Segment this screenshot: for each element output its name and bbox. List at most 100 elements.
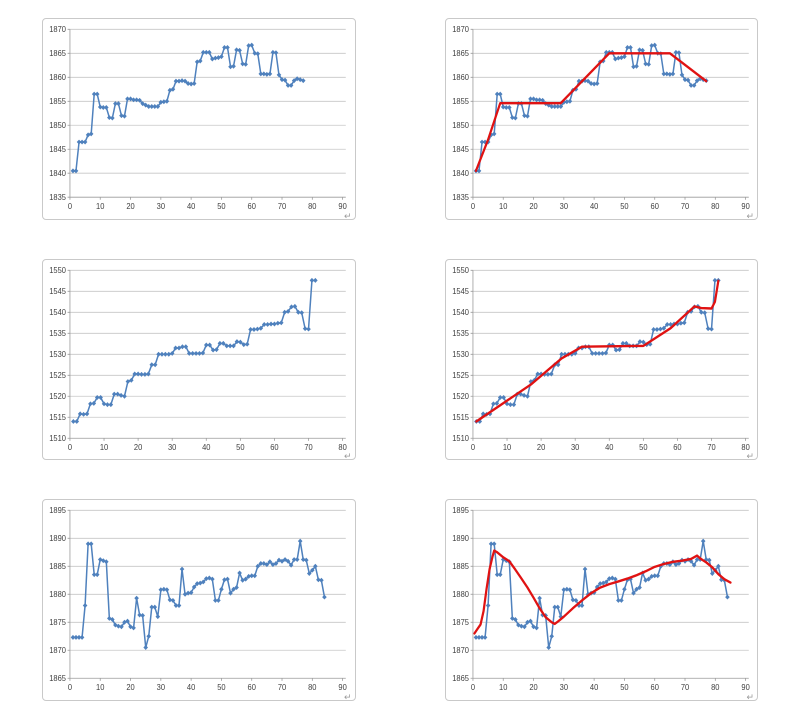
svg-text:1880: 1880 xyxy=(49,590,66,599)
svg-text:80: 80 xyxy=(741,443,750,452)
svg-text:0: 0 xyxy=(470,443,475,452)
svg-text:1895: 1895 xyxy=(49,506,66,515)
svg-text:0: 0 xyxy=(68,443,73,452)
gridlines xyxy=(472,269,749,418)
svg-text:1510: 1510 xyxy=(49,434,66,443)
svg-text:20: 20 xyxy=(134,443,143,452)
trend-line xyxy=(474,279,719,423)
svg-text:1855: 1855 xyxy=(452,97,469,106)
svg-text:60: 60 xyxy=(673,443,682,452)
svg-text:1865: 1865 xyxy=(452,674,469,683)
svg-text:80: 80 xyxy=(711,683,720,692)
svg-text:1535: 1535 xyxy=(49,329,66,338)
trend-line xyxy=(474,52,707,173)
svg-text:80: 80 xyxy=(308,683,317,692)
svg-text:1845: 1845 xyxy=(452,145,469,154)
svg-text:1550: 1550 xyxy=(452,266,469,275)
svg-text:60: 60 xyxy=(650,202,659,211)
svg-text:1840: 1840 xyxy=(452,169,469,178)
svg-text:10: 10 xyxy=(499,683,508,692)
svg-text:40: 40 xyxy=(589,683,598,692)
svg-text:1865: 1865 xyxy=(49,49,66,58)
svg-text:1870: 1870 xyxy=(452,25,469,34)
svg-text:90: 90 xyxy=(338,202,347,211)
data-series xyxy=(473,277,721,424)
axes xyxy=(470,28,749,200)
svg-text:60: 60 xyxy=(270,443,279,452)
svg-text:30: 30 xyxy=(559,683,568,692)
gridlines xyxy=(472,510,749,652)
svg-text:1545: 1545 xyxy=(49,287,66,296)
svg-text:60: 60 xyxy=(248,683,257,692)
svg-text:1535: 1535 xyxy=(452,329,469,338)
svg-text:90: 90 xyxy=(338,683,347,692)
svg-text:1865: 1865 xyxy=(49,674,66,683)
axes xyxy=(470,510,749,682)
svg-text:90: 90 xyxy=(741,202,750,211)
svg-text:1835: 1835 xyxy=(452,193,469,202)
svg-text:0: 0 xyxy=(470,683,475,692)
axes xyxy=(470,269,749,441)
svg-text:50: 50 xyxy=(620,683,629,692)
svg-text:1865: 1865 xyxy=(452,49,469,58)
line-chart-bottom-left: 1865 1870 1875 1880 1885 1890 1895 0 10 20 30 40 50 6… xyxy=(49,506,347,692)
svg-text:80: 80 xyxy=(308,202,317,211)
gridlines xyxy=(472,28,749,174)
svg-text:10: 10 xyxy=(502,443,511,452)
axes xyxy=(67,28,346,200)
chart-panel-top-right: 1835 1840 1845 1850 1855 1860 1865 1870 0 10 20 30 4… xyxy=(444,18,758,220)
svg-text:1835: 1835 xyxy=(49,193,66,202)
svg-text:20: 20 xyxy=(529,683,538,692)
data-series xyxy=(473,42,709,174)
line-chart-top-right: 1835 1840 1845 1850 1855 1860 1865 1870 0 10 20 30 4… xyxy=(452,25,750,211)
svg-text:60: 60 xyxy=(650,683,659,692)
svg-text:30: 30 xyxy=(157,202,166,211)
svg-text:20: 20 xyxy=(126,683,135,692)
svg-text:0: 0 xyxy=(470,202,475,211)
svg-text:40: 40 xyxy=(202,443,211,452)
svg-text:1520: 1520 xyxy=(49,392,66,401)
svg-text:30: 30 xyxy=(559,202,568,211)
svg-text:70: 70 xyxy=(680,683,689,692)
corner-return-mark: ↵ xyxy=(746,692,754,701)
svg-text:1530: 1530 xyxy=(452,350,469,359)
svg-text:0: 0 xyxy=(68,683,73,692)
svg-text:1885: 1885 xyxy=(452,562,469,571)
data-series xyxy=(71,277,318,424)
svg-text:0: 0 xyxy=(68,202,73,211)
svg-text:30: 30 xyxy=(571,443,580,452)
corner-return-mark: ↵ xyxy=(746,451,754,461)
svg-text:50: 50 xyxy=(217,683,226,692)
svg-text:1870: 1870 xyxy=(452,646,469,655)
svg-text:1870: 1870 xyxy=(49,646,66,655)
svg-text:50: 50 xyxy=(236,443,245,452)
line-chart-top-left: 1835 1840 1845 1850 1855 1860 1865 1870 0 10 20 30 4… xyxy=(49,25,347,211)
svg-text:20: 20 xyxy=(529,202,538,211)
svg-text:1850: 1850 xyxy=(49,121,66,130)
svg-text:1540: 1540 xyxy=(49,308,66,317)
svg-text:1525: 1525 xyxy=(49,371,66,380)
svg-text:50: 50 xyxy=(620,202,629,211)
line-chart-bottom-right: 1865 1870 1875 1880 1885 1890 1895 0 10 20 30 40 50 6… xyxy=(452,506,750,692)
svg-text:40: 40 xyxy=(187,683,196,692)
tick-labels: 1510 1515 1520 1525 1530 1535 1540 1545 1550 0 10 2… xyxy=(452,266,750,452)
svg-text:70: 70 xyxy=(680,202,689,211)
svg-text:1850: 1850 xyxy=(452,121,469,130)
svg-text:1875: 1875 xyxy=(49,618,66,627)
line-chart-middle-left: 1510 1515 1520 1525 1530 1535 1540 1545 1550 0 10 2… xyxy=(49,266,347,452)
svg-text:1515: 1515 xyxy=(49,413,66,422)
corner-return-mark: ↵ xyxy=(343,692,352,701)
svg-text:70: 70 xyxy=(707,443,716,452)
svg-text:1890: 1890 xyxy=(49,534,66,543)
svg-text:10: 10 xyxy=(96,202,105,211)
tick-labels: 1835 1840 1845 1850 1855 1860 1865 1870 0 10 20 30 4… xyxy=(452,25,750,211)
trend-line xyxy=(472,549,732,635)
svg-text:1860: 1860 xyxy=(452,73,469,82)
svg-text:1530: 1530 xyxy=(49,350,66,359)
svg-text:1875: 1875 xyxy=(452,618,469,627)
svg-text:1510: 1510 xyxy=(452,434,469,443)
chart-panel-bottom-right: 1865 1870 1875 1880 1885 1890 1895 0 10 20 30 40 50 6… xyxy=(444,499,758,701)
svg-text:1855: 1855 xyxy=(49,97,66,106)
svg-text:90: 90 xyxy=(741,683,750,692)
svg-text:1870: 1870 xyxy=(49,25,66,34)
